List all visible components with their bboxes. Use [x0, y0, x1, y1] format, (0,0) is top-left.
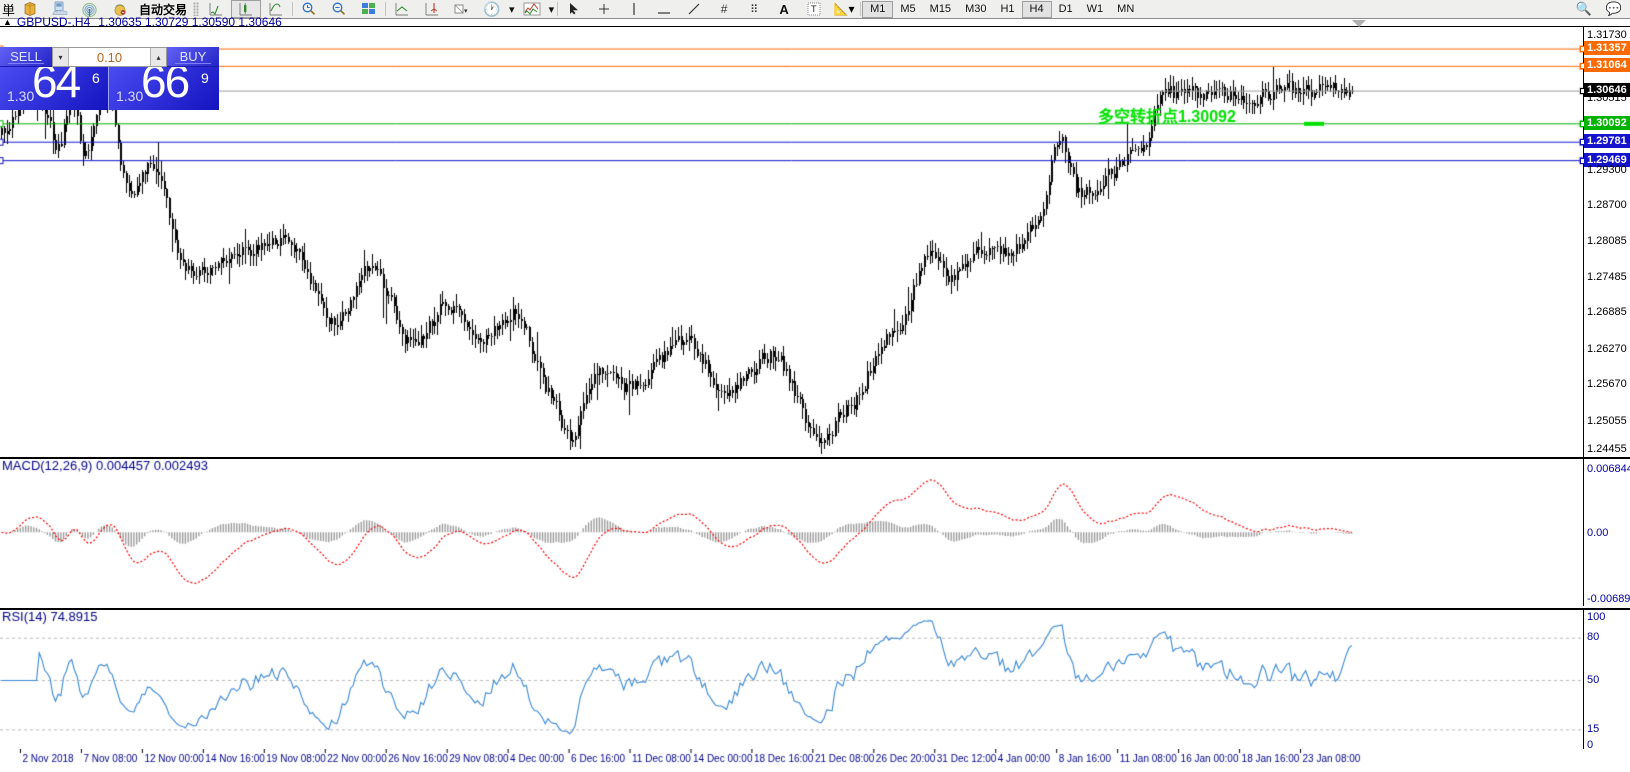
svg-text:▾: ▾ — [464, 8, 468, 15]
svg-text:T: T — [811, 4, 817, 14]
